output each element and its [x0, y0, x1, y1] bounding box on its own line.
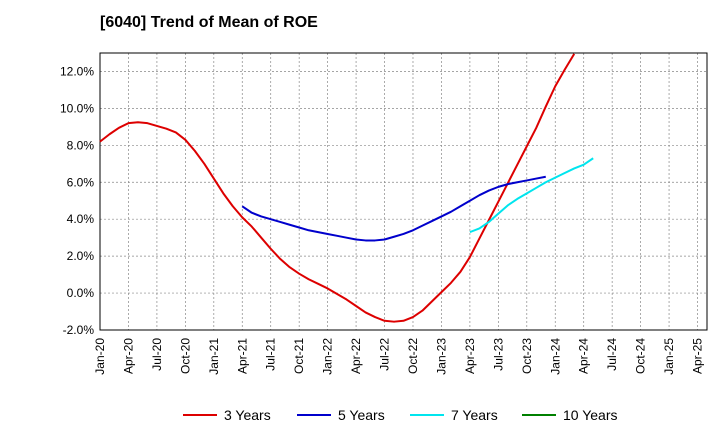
x-tick-label: Apr-23 — [463, 338, 477, 374]
x-tick-label: Jan-22 — [321, 338, 335, 375]
plot-frame — [99, 52, 708, 331]
x-axis-ticks: Jan-20 Apr-20 Jul-20 Oct-20 Jan-21 Apr-21 Jul-… — [93, 338, 705, 375]
x-tick-label: Jan-25 — [662, 338, 676, 375]
x-tick-label: Oct-22 — [406, 338, 420, 374]
series-line-7-years — [469, 157, 594, 234]
series-line-5-years — [241, 175, 546, 242]
y-tick-label: 6.0% — [67, 175, 95, 189]
x-tick-label: Oct-24 — [634, 338, 648, 374]
x-tick-label: Jan-24 — [548, 338, 562, 375]
x-tick-label: Oct-20 — [178, 338, 192, 374]
y-tick-label: 4.0% — [67, 212, 95, 226]
x-tick-label: Jan-21 — [207, 338, 221, 375]
legend-label-3-years: 3 Years — [224, 407, 271, 423]
legend-label-5-years: 5 Years — [338, 407, 385, 423]
x-tick-label: Jul-22 — [378, 338, 392, 371]
legend-label-10-years: 10 Years — [563, 407, 618, 423]
x-tick-label: Jul-21 — [264, 338, 278, 371]
x-tick-label: Apr-25 — [691, 338, 705, 374]
x-tick-label: Apr-22 — [349, 338, 363, 374]
x-tick-label: Apr-21 — [235, 338, 249, 374]
y-axis-ticks: -2.0% 0.0% 2.0% 4.0% 6.0% 8.0% 10.0% 12.0% — [60, 64, 94, 337]
y-tick-label: 8.0% — [67, 138, 95, 152]
series-lines — [99, 53, 594, 323]
legend-label-7-years: 7 Years — [451, 407, 498, 423]
x-tick-label: Oct-23 — [520, 338, 534, 374]
y-tick-label: 2.0% — [67, 249, 95, 263]
x-tick-label: Jul-23 — [491, 338, 505, 371]
y-tick-label: 10.0% — [60, 101, 94, 115]
x-tick-label: Apr-20 — [121, 338, 135, 374]
series-line-3-years — [99, 53, 576, 323]
grid-lines — [99, 53, 707, 331]
x-tick-label: Jan-23 — [434, 338, 448, 375]
x-tick-label: Apr-24 — [577, 338, 591, 374]
x-tick-label: Jul-20 — [150, 338, 164, 371]
x-tick-label: Oct-21 — [292, 338, 306, 374]
y-tick-label: 12.0% — [60, 64, 94, 78]
x-tick-label: Jan-20 — [93, 338, 107, 375]
chart-title: [6040] Trend of Mean of ROE — [100, 14, 318, 31]
x-tick-label: Jul-24 — [605, 338, 619, 371]
y-tick-label: -2.0% — [63, 323, 95, 337]
legend: 3 Years 5 Years 7 Years 10 Years — [183, 407, 618, 423]
y-tick-label: 0.0% — [67, 286, 95, 300]
